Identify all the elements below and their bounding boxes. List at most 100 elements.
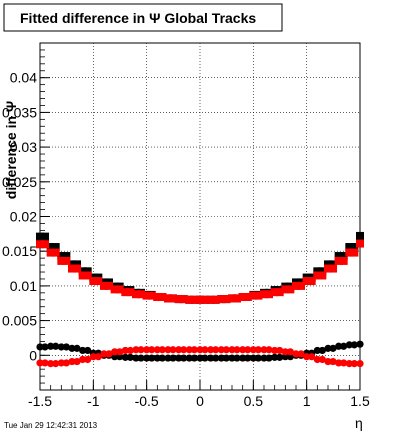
title-box: Fitted difference in Ψ Global Tracks bbox=[3, 3, 283, 32]
data-point bbox=[89, 353, 97, 361]
data-point bbox=[142, 291, 151, 300]
data-point bbox=[57, 252, 66, 261]
data-point bbox=[356, 239, 364, 248]
data-point bbox=[83, 267, 92, 276]
data-point bbox=[275, 288, 284, 297]
data-point bbox=[260, 354, 268, 362]
x-tick-label: -1.5 bbox=[28, 393, 52, 409]
data-point bbox=[292, 281, 300, 290]
data-point bbox=[143, 346, 151, 354]
data-point bbox=[126, 288, 135, 297]
data-point bbox=[46, 248, 55, 257]
data-point bbox=[297, 350, 305, 358]
x-tick-label: 0 bbox=[196, 393, 204, 409]
y-tick-labels: 0 0.005 0.01 0.015 0.02 0.025 0.03 0.035 0.04 bbox=[2, 70, 37, 364]
data-point bbox=[244, 354, 252, 362]
data-point bbox=[57, 343, 65, 351]
data-point bbox=[36, 240, 44, 249]
data-point bbox=[297, 281, 305, 290]
data-point bbox=[350, 243, 359, 252]
data-point bbox=[73, 260, 81, 269]
data-point bbox=[79, 346, 87, 355]
data-point bbox=[51, 248, 60, 257]
data-point bbox=[318, 346, 326, 355]
data-point bbox=[153, 354, 161, 362]
data-point bbox=[239, 346, 247, 354]
data-point bbox=[286, 348, 294, 356]
data-point bbox=[276, 353, 284, 361]
data-point bbox=[260, 346, 268, 354]
x-tick-label: 1.5 bbox=[350, 393, 370, 409]
data-point bbox=[345, 360, 353, 368]
data-point bbox=[307, 277, 316, 286]
data-point bbox=[137, 354, 145, 362]
data-point bbox=[350, 341, 358, 349]
data-point bbox=[52, 360, 60, 368]
data-point bbox=[329, 264, 337, 273]
data-point bbox=[281, 285, 290, 294]
data-point bbox=[260, 290, 268, 299]
data-point bbox=[68, 357, 76, 366]
data-point bbox=[271, 346, 279, 355]
data-point bbox=[132, 354, 140, 362]
data-point bbox=[153, 293, 162, 302]
data-point bbox=[73, 264, 81, 273]
data-point bbox=[329, 357, 337, 366]
data-point bbox=[217, 346, 225, 354]
data-point bbox=[339, 256, 348, 265]
data-point bbox=[271, 353, 279, 361]
data-point bbox=[340, 342, 348, 350]
data-point bbox=[121, 353, 129, 361]
data-point bbox=[233, 294, 241, 303]
data-point bbox=[265, 354, 273, 362]
y-tick-label: 0.015 bbox=[2, 243, 37, 259]
data-point bbox=[318, 271, 327, 280]
data-point bbox=[185, 346, 193, 354]
data-point bbox=[68, 344, 76, 352]
data-point bbox=[217, 295, 226, 304]
data-point bbox=[164, 294, 172, 303]
data-point bbox=[185, 354, 193, 362]
data-point bbox=[244, 346, 252, 354]
data-point bbox=[356, 360, 364, 368]
data-point bbox=[51, 243, 60, 252]
data-point bbox=[179, 295, 188, 304]
data-point bbox=[201, 295, 209, 304]
y-axis-title: difference in Ψ bbox=[3, 101, 19, 199]
data-point bbox=[126, 353, 134, 361]
data-point bbox=[57, 256, 66, 265]
y-tick-label: 0.03 bbox=[10, 139, 37, 155]
data-point bbox=[270, 288, 279, 297]
data-point bbox=[286, 285, 295, 294]
data-point bbox=[228, 346, 236, 354]
data-point bbox=[313, 346, 321, 355]
chart-title: Fitted difference in Ψ Global Tracks bbox=[20, 10, 256, 26]
series-1 bbox=[36, 239, 364, 304]
data-point bbox=[68, 260, 76, 269]
data-point bbox=[105, 281, 113, 290]
data-point bbox=[350, 360, 358, 368]
data-point bbox=[158, 293, 167, 302]
data-point bbox=[318, 355, 326, 364]
data-point bbox=[62, 252, 71, 261]
y-tick-label: 0.01 bbox=[10, 278, 37, 294]
data-point bbox=[62, 359, 70, 367]
y-tick-label: 0.005 bbox=[2, 313, 37, 329]
data-point bbox=[340, 359, 348, 367]
data-point bbox=[211, 295, 220, 304]
data-point bbox=[94, 277, 103, 286]
data-point bbox=[249, 354, 257, 362]
data-point bbox=[276, 346, 284, 355]
x-tick-labels: -1.5 -1 -0.5 0 0.5 1 1.5 bbox=[28, 393, 370, 409]
data-point bbox=[222, 295, 231, 304]
data-point bbox=[175, 346, 183, 354]
data-point bbox=[334, 252, 343, 261]
data-point bbox=[180, 346, 188, 354]
data-point bbox=[94, 353, 102, 361]
data-point bbox=[148, 354, 156, 362]
data-point bbox=[212, 346, 220, 354]
data-point bbox=[308, 353, 316, 361]
x-tick-label: 1 bbox=[303, 393, 311, 409]
data-point bbox=[147, 291, 156, 300]
